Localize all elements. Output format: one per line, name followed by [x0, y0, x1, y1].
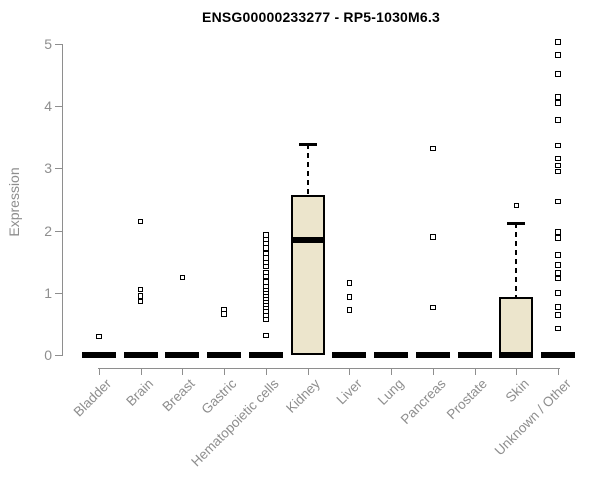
- y-tick-label: 3: [44, 160, 52, 177]
- outlier-point: [555, 325, 561, 331]
- collapsed-box: [123, 352, 158, 358]
- collapsed-box: [82, 352, 116, 358]
- collapsed-box: [332, 352, 367, 358]
- outlier-point: [263, 273, 269, 280]
- outlier-point: [555, 168, 561, 175]
- outlier-point: [555, 312, 561, 318]
- x-tick: [349, 368, 351, 375]
- x-tick: [558, 368, 560, 375]
- y-tick-label: 2: [44, 222, 52, 239]
- x-category-label: Kidney: [283, 376, 324, 416]
- y-tick-label: 1: [44, 284, 52, 301]
- x-tick: [307, 368, 309, 375]
- x-category-label: Lung: [374, 376, 407, 408]
- box-median: [499, 352, 534, 358]
- box: [499, 297, 534, 355]
- whisker: [306, 143, 309, 195]
- collapsed-box: [457, 352, 492, 358]
- x-tick: [224, 368, 226, 375]
- outlier-point: [555, 290, 561, 296]
- outlier-point: [137, 218, 144, 225]
- outlier-point: [555, 198, 561, 205]
- x-category-label: Breast: [159, 376, 199, 415]
- outlier-point: [555, 142, 561, 149]
- outlier-point: [555, 94, 561, 100]
- outlier-point: [555, 71, 561, 77]
- x-tick: [474, 368, 476, 375]
- outlier-point: [137, 293, 144, 299]
- outlier-point: [555, 235, 561, 241]
- x-category-label: Gastric: [198, 376, 240, 417]
- y-tick: [55, 355, 62, 356]
- outlier-point: [430, 304, 436, 311]
- y-axis-line: [62, 44, 63, 356]
- box: [290, 194, 325, 355]
- outlier-point: [346, 280, 353, 286]
- outlier-point: [179, 274, 186, 280]
- chart-title: ENSG00000233277 - RP5-1030M6.3: [202, 9, 440, 25]
- x-category-label: Prostate: [444, 376, 491, 423]
- outlier-point: [555, 100, 561, 106]
- outlier-point: [263, 245, 269, 251]
- y-tick: [55, 106, 62, 108]
- outlier-point: [346, 307, 353, 313]
- x-axis-line: [97, 368, 560, 369]
- whisker-cap: [298, 142, 317, 146]
- x-category-label: Liver: [333, 376, 365, 408]
- outlier-point: [346, 294, 353, 300]
- outlier-point: [555, 117, 561, 123]
- collapsed-box: [248, 352, 283, 358]
- outlier-point: [137, 298, 144, 305]
- outlier-point: [555, 162, 561, 169]
- outlier-point: [137, 286, 144, 293]
- outlier-point: [221, 311, 227, 317]
- y-tick-label: 4: [44, 98, 52, 115]
- x-category-label: Skin: [502, 376, 532, 406]
- whisker-cap: [507, 222, 526, 226]
- x-tick: [432, 368, 434, 375]
- outlier-point: [555, 229, 561, 235]
- x-category-label: Brain: [123, 376, 157, 409]
- x-tick: [265, 368, 267, 375]
- y-tick: [55, 44, 62, 45]
- y-tick: [55, 168, 62, 170]
- box-median: [290, 236, 325, 243]
- x-category-label: Pancreas: [397, 376, 449, 427]
- outlier-point: [555, 270, 561, 276]
- y-tick-label: 0: [44, 347, 52, 363]
- outlier-point: [555, 262, 561, 268]
- collapsed-box: [374, 352, 409, 358]
- collapsed-box: [541, 352, 576, 358]
- outlier-point: [555, 52, 561, 58]
- outlier-point: [263, 316, 269, 323]
- y-tick-label: 5: [44, 36, 52, 52]
- outlier-point: [263, 263, 269, 270]
- outlier-point: [555, 275, 561, 282]
- x-tick: [99, 368, 100, 375]
- x-category-label: Unknown / Other: [491, 376, 574, 459]
- x-tick: [391, 368, 393, 375]
- outlier-point: [555, 304, 561, 310]
- x-category-label: Bladder: [71, 376, 115, 420]
- outlier-point: [555, 39, 561, 45]
- outlier-point: [430, 145, 436, 152]
- y-tick: [55, 292, 62, 294]
- x-tick: [182, 368, 184, 375]
- collapsed-box: [207, 352, 242, 358]
- outlier-point: [96, 333, 102, 340]
- collapsed-box: [415, 352, 450, 358]
- x-tick: [140, 368, 142, 375]
- collapsed-box: [165, 352, 200, 358]
- y-tick: [55, 230, 62, 232]
- outlier-point: [513, 202, 520, 209]
- outlier-point: [555, 155, 561, 162]
- outlier-point: [430, 234, 436, 240]
- x-tick: [516, 368, 518, 375]
- whisker: [515, 223, 518, 298]
- outlier-point: [263, 332, 269, 339]
- outlier-point: [555, 252, 561, 258]
